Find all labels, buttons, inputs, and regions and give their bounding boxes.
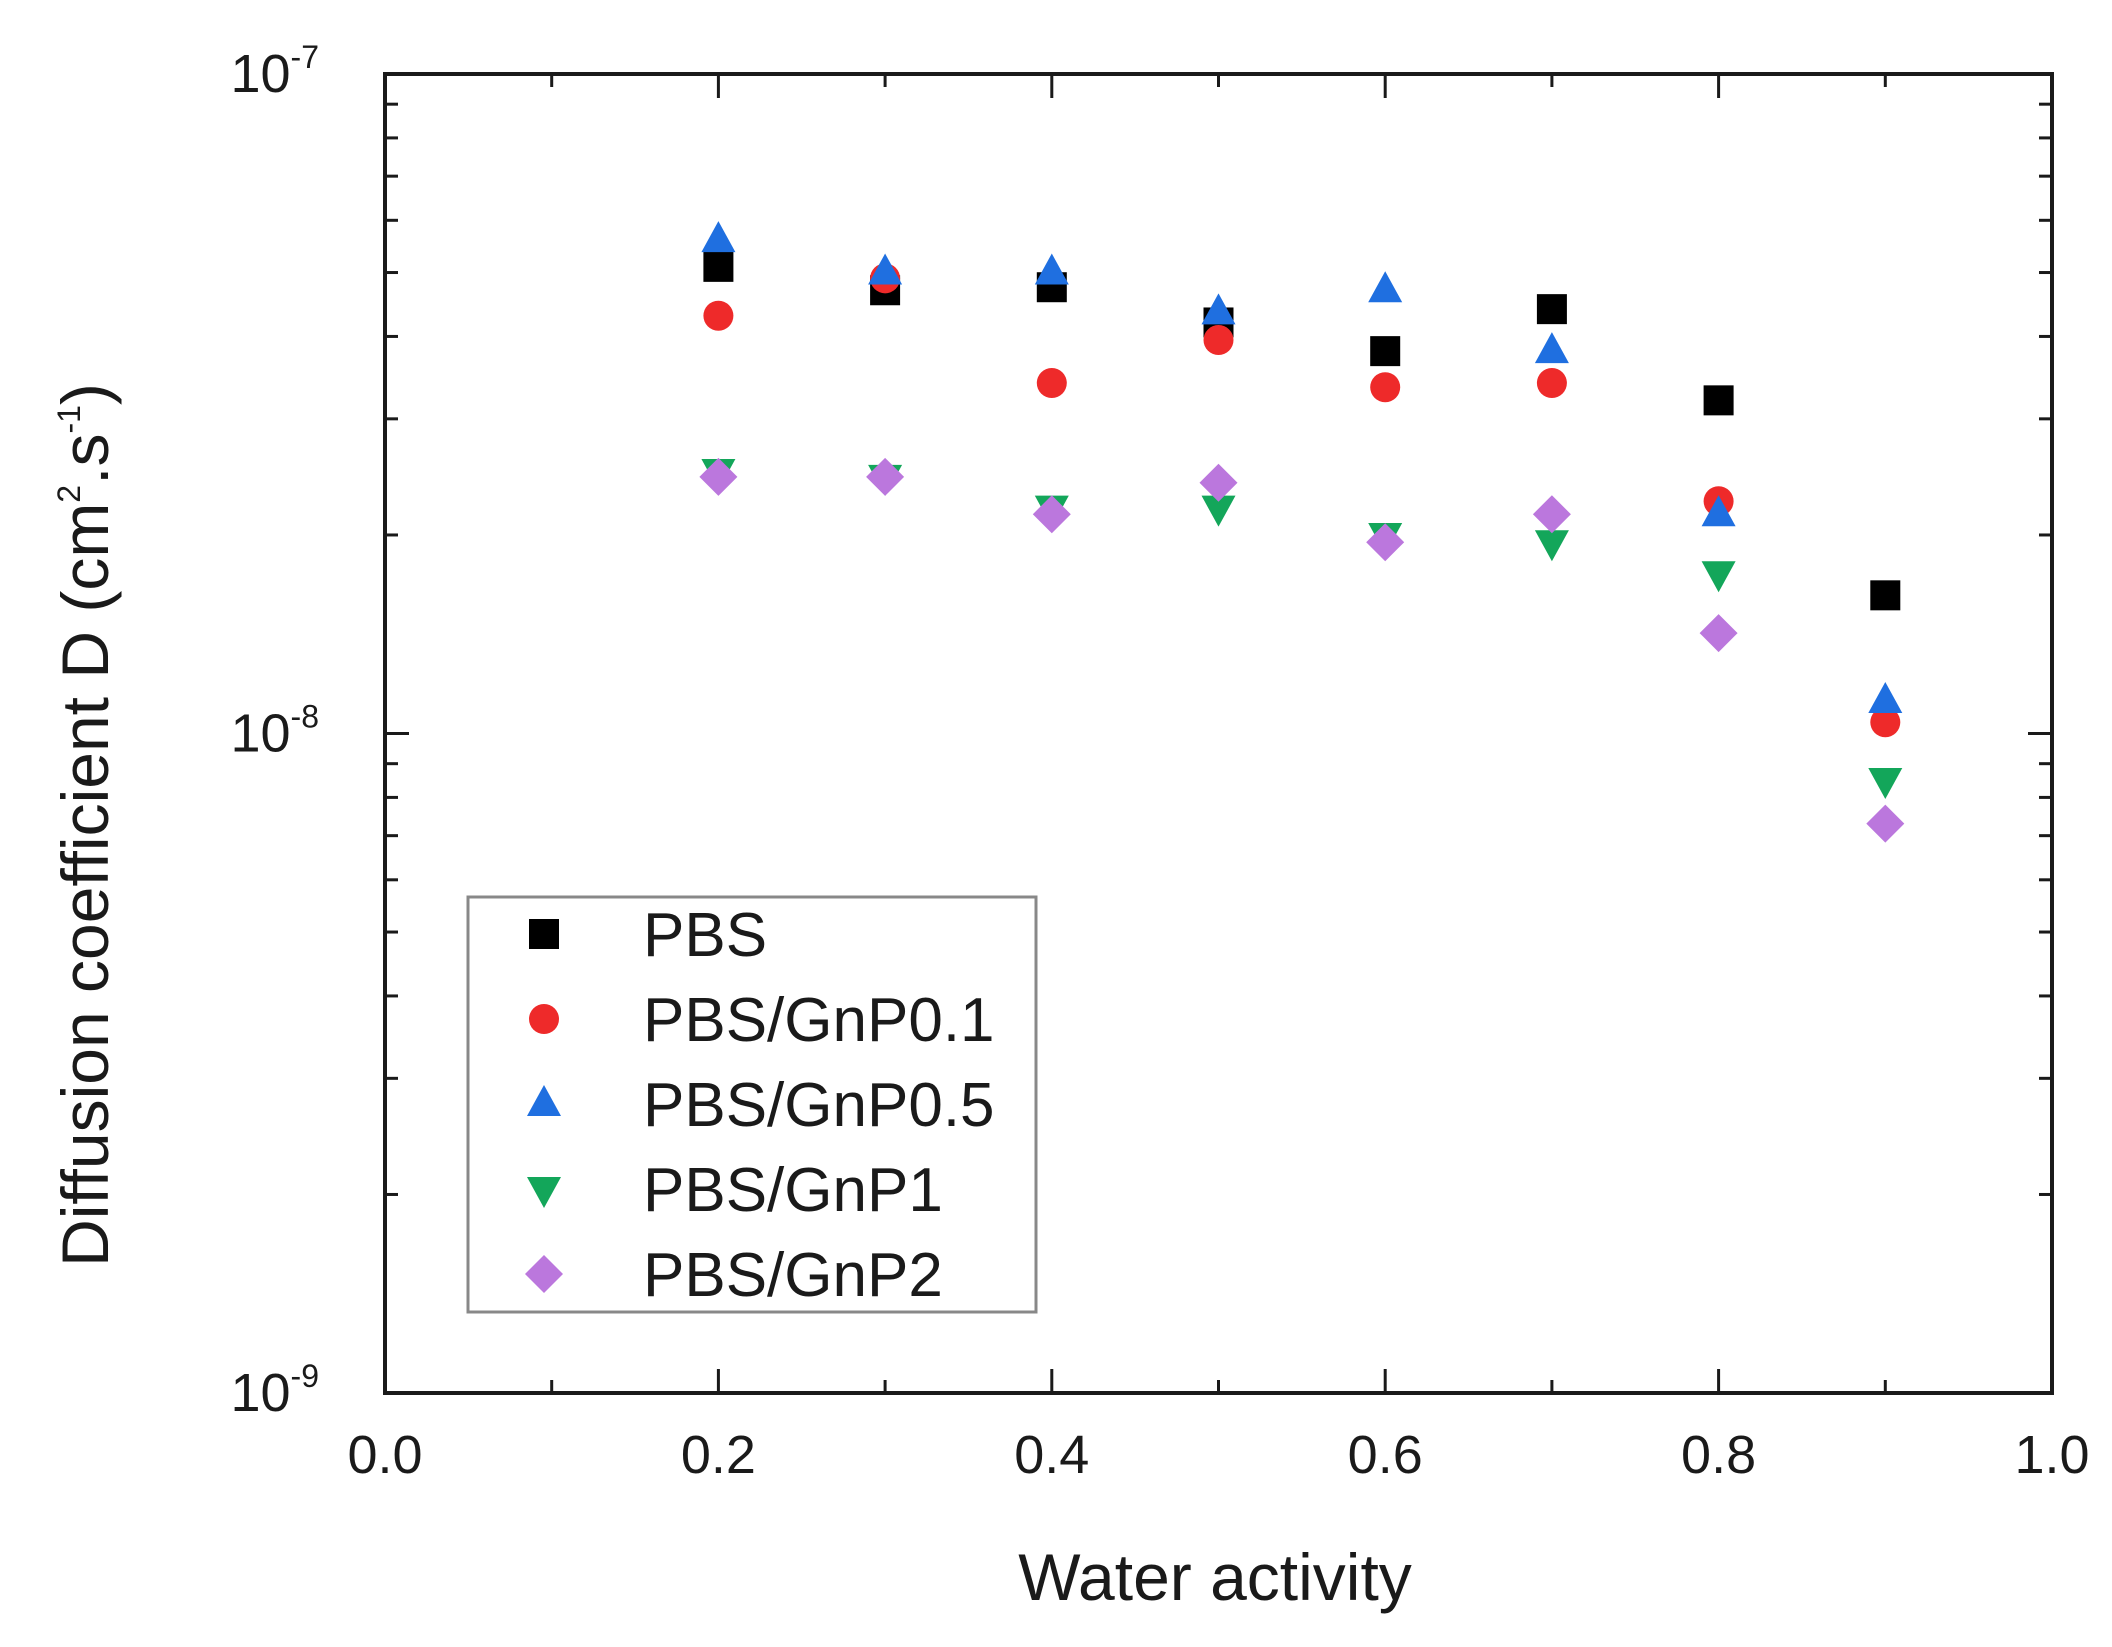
legend-item: PBS/GnP2 <box>525 1241 943 1310</box>
data-point <box>1701 561 1736 593</box>
y-axis-title-main: Diffusion coefficient D (cm <box>48 503 122 1267</box>
data-point <box>1701 495 1736 527</box>
data-point <box>703 300 734 331</box>
legend-label: PBS <box>643 901 767 970</box>
data-point <box>1536 294 1567 325</box>
legend-marker <box>527 1177 561 1208</box>
legend-marker <box>527 1085 561 1116</box>
y-axis-title-mid: .s <box>48 434 122 485</box>
data-point <box>1699 614 1738 653</box>
data-point <box>703 251 734 282</box>
x-tick-label: 1.0 <box>2014 1425 2089 1485</box>
y-axis-title-end: ) <box>48 383 122 405</box>
data-point <box>699 457 738 496</box>
data-point <box>1868 682 1903 714</box>
data-point <box>1366 523 1405 562</box>
legend-marker <box>529 919 559 949</box>
x-tick-label: 0.0 <box>347 1425 422 1485</box>
data-point <box>1370 372 1401 403</box>
data-point <box>866 457 905 496</box>
legend-label: PBS/GnP0.1 <box>643 986 995 1055</box>
data-point <box>1703 385 1734 416</box>
y-axis-title-sup2: -1 <box>51 405 87 433</box>
legend-marker <box>529 1004 559 1034</box>
data-point <box>1870 707 1901 738</box>
x-tick-label: 0.8 <box>1681 1425 1756 1485</box>
data-point <box>1368 271 1403 303</box>
data-point <box>1868 768 1903 800</box>
data-point <box>1032 495 1071 534</box>
x-axis-title: Water activity <box>1018 1540 1412 1614</box>
y-axis-title-sup1: 2 <box>51 485 87 503</box>
legend-label: PBS/GnP0.5 <box>643 1071 995 1140</box>
data-point <box>1534 530 1569 562</box>
y-axis-title: Diffusion coefficient D (cm2.s-1) <box>48 383 122 1267</box>
series-pbs-gnp0-5 <box>701 221 1903 714</box>
legend-box <box>466 895 1038 1314</box>
legend-label: PBS/GnP2 <box>643 1241 943 1310</box>
legend-item: PBS/GnP0.1 <box>529 986 995 1055</box>
legend-marker <box>525 1255 563 1293</box>
data-point <box>1532 495 1571 534</box>
series-pbs-gnp2 <box>699 457 1905 843</box>
series-group <box>699 221 1905 843</box>
data-point <box>1370 336 1401 367</box>
data-point <box>1870 580 1901 611</box>
data-point <box>868 253 903 285</box>
ticks-group <box>383 74 2054 1395</box>
data-point <box>1866 804 1905 843</box>
data-point <box>1199 463 1238 502</box>
y-tick-label: 10-7 <box>230 39 319 104</box>
legend-item: PBS <box>529 901 767 970</box>
legend-item: PBS/GnP1 <box>527 1156 943 1225</box>
legend: PBS PBS/GnP0.1 PBS/GnP0.5 PBS/GnP1 PBS/GnP2 <box>466 895 1038 1314</box>
legend-item: PBS/GnP0.5 <box>527 1071 995 1140</box>
data-point <box>1034 253 1069 285</box>
data-point <box>1534 332 1569 364</box>
y-tick-label: 10-9 <box>230 1358 319 1423</box>
data-point <box>1201 495 1236 527</box>
data-point <box>1203 325 1234 356</box>
x-tick-label: 0.2 <box>681 1425 756 1485</box>
legend-label: PBS/GnP1 <box>643 1156 943 1225</box>
x-tick-label: 0.6 <box>1348 1425 1423 1485</box>
data-point <box>1201 293 1236 325</box>
y-tick-label: 10-8 <box>230 699 319 764</box>
x-tick-label: 0.4 <box>1014 1425 1089 1485</box>
tick-labels-group: 0.0 0.2 0.4 0.6 0.8 1.0 10-9 10-8 10-7 <box>230 39 2089 1485</box>
data-point <box>701 221 736 253</box>
data-point <box>1036 367 1067 398</box>
data-point <box>1536 367 1567 398</box>
